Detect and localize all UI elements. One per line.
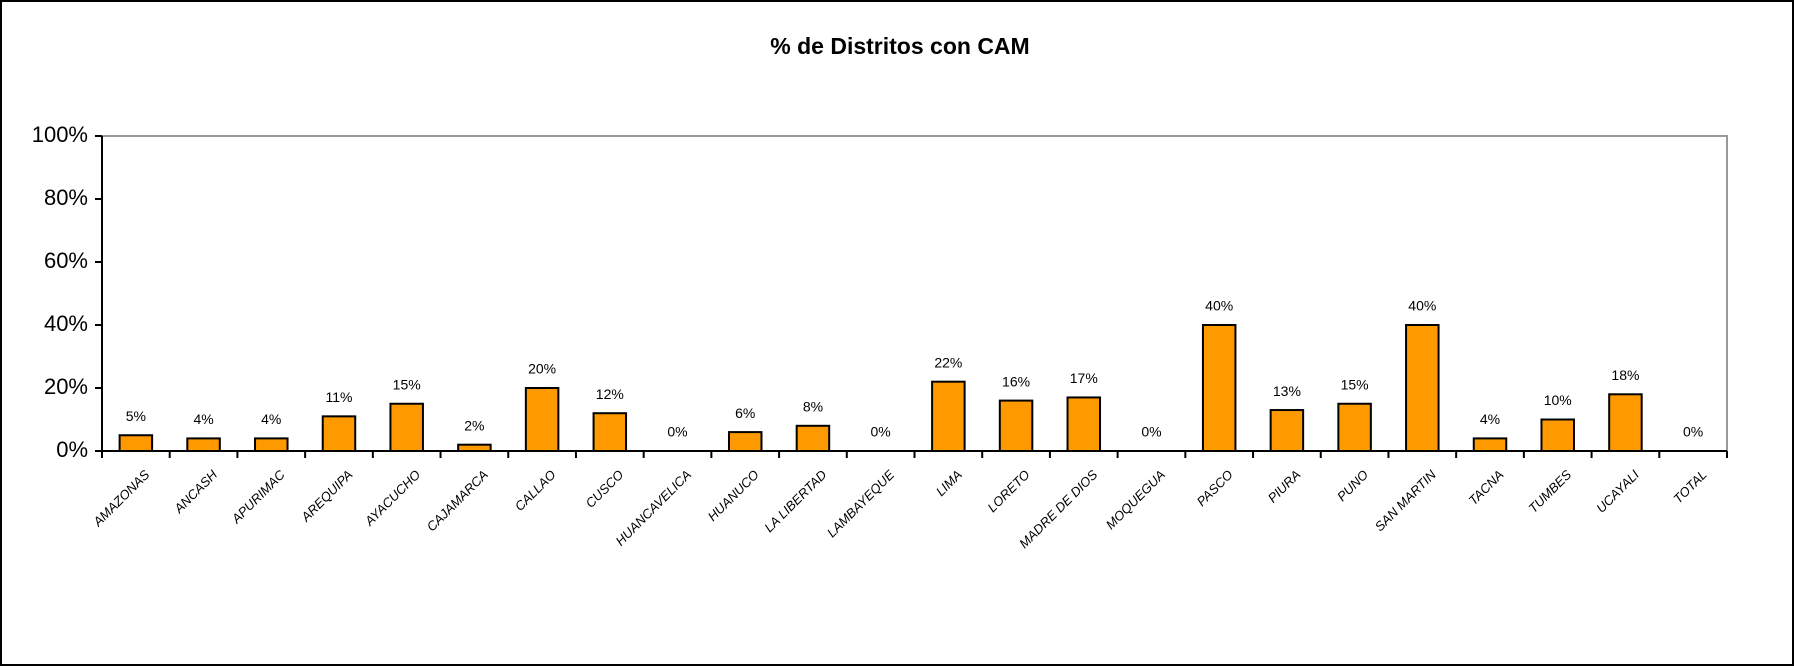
y-tick-label: 20% bbox=[44, 374, 88, 399]
chart-title: % de Distritos con CAM bbox=[770, 33, 1029, 59]
bar bbox=[1608, 393, 1643, 452]
y-tick-label: 80% bbox=[44, 185, 88, 210]
bar bbox=[389, 402, 424, 452]
data-label: 6% bbox=[735, 405, 755, 421]
bar bbox=[1337, 402, 1372, 452]
bar bbox=[998, 399, 1034, 453]
bar bbox=[1201, 324, 1237, 452]
data-label: 8% bbox=[803, 399, 823, 415]
data-label: 2% bbox=[464, 417, 484, 433]
data-label: 4% bbox=[193, 411, 213, 427]
data-label: 40% bbox=[1205, 298, 1233, 314]
data-label: 10% bbox=[1544, 392, 1572, 408]
data-label: 5% bbox=[126, 408, 146, 424]
data-label: 15% bbox=[393, 376, 421, 392]
bar bbox=[254, 437, 289, 452]
data-label: 0% bbox=[1141, 424, 1161, 440]
data-label: 0% bbox=[1683, 424, 1703, 440]
bar bbox=[1472, 437, 1508, 452]
data-label: 4% bbox=[1480, 411, 1500, 427]
data-label: 12% bbox=[596, 386, 624, 402]
bar bbox=[1066, 396, 1102, 453]
bar bbox=[727, 431, 763, 453]
data-label: 4% bbox=[261, 411, 281, 427]
data-label: 22% bbox=[934, 354, 962, 370]
bar bbox=[1405, 324, 1440, 452]
data-label: 16% bbox=[1002, 373, 1030, 389]
data-label: 17% bbox=[1070, 370, 1098, 386]
y-tick-label: 60% bbox=[44, 248, 88, 273]
data-label: 20% bbox=[528, 361, 556, 377]
data-label: 40% bbox=[1408, 298, 1436, 314]
bar bbox=[186, 437, 221, 452]
bar bbox=[321, 415, 357, 453]
y-tick-label: 40% bbox=[44, 311, 88, 336]
data-label: 15% bbox=[1341, 376, 1369, 392]
y-tick-label: 100% bbox=[32, 122, 88, 147]
bar bbox=[524, 387, 560, 452]
bar bbox=[931, 380, 966, 453]
bar bbox=[795, 424, 831, 452]
data-label: 13% bbox=[1273, 383, 1301, 399]
bar bbox=[1269, 409, 1305, 452]
data-label: 18% bbox=[1611, 367, 1639, 383]
bar bbox=[1540, 418, 1575, 452]
y-tick-label: 0% bbox=[56, 437, 88, 462]
bar bbox=[118, 434, 154, 452]
bar bbox=[592, 412, 628, 453]
data-label: 0% bbox=[871, 424, 891, 440]
data-label: 11% bbox=[325, 389, 352, 405]
plot-frame bbox=[102, 135, 1728, 451]
data-label: 0% bbox=[667, 424, 687, 440]
